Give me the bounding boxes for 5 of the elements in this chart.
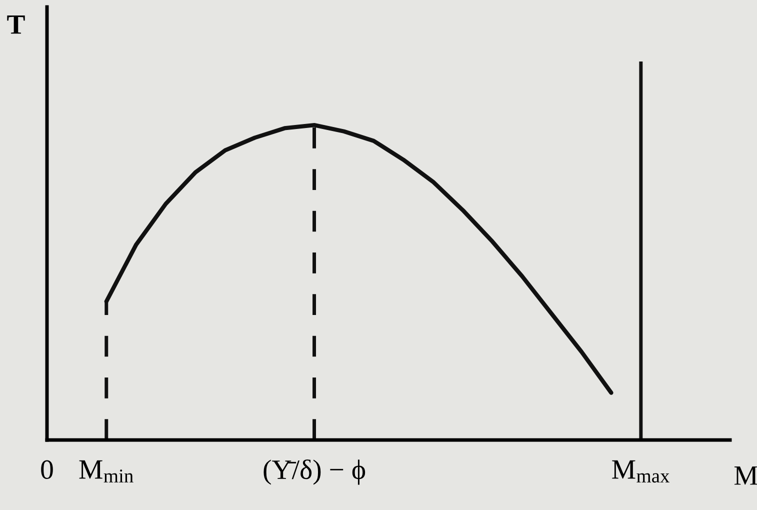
y-axis-title: T	[7, 15, 25, 34]
x-tick-label: M$_{max}$	[612, 460, 670, 483]
x-tick-label: 0	[41, 460, 53, 479]
x-tick-label: M$_{min}$	[79, 460, 134, 482]
x-tick-label: (Ȳ/δ) − ϕ	[264, 459, 366, 485]
